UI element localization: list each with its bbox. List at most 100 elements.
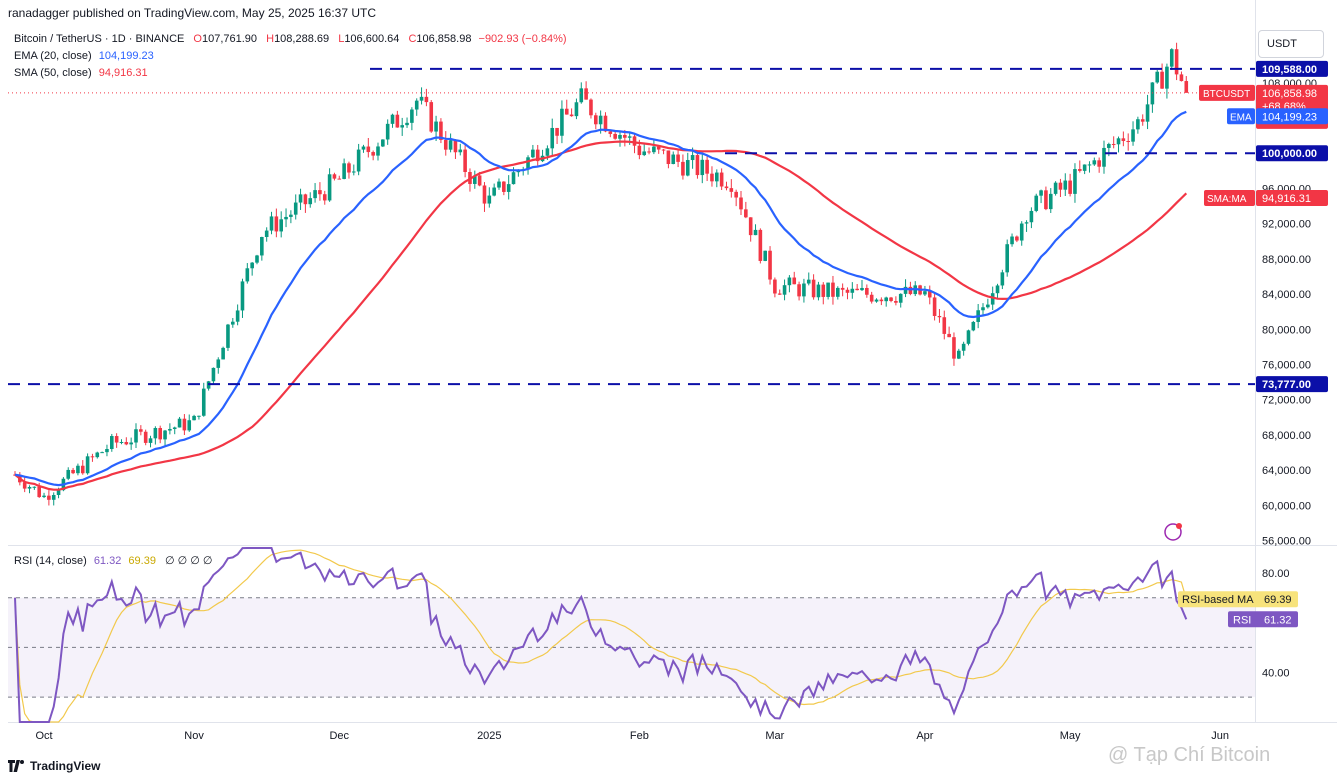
ohlc-change: −902.93 (−0.84%) (478, 33, 567, 45)
candle-body (932, 297, 937, 316)
rsi-ma-tag-label: RSI-based MA (1182, 594, 1254, 606)
rsi-tag-label: RSI (1233, 614, 1251, 626)
candle-body (710, 173, 714, 182)
candle-body (1082, 164, 1087, 171)
rsi-tag-value: 61.32 (1264, 614, 1292, 626)
candle-body (269, 216, 274, 231)
candle-body (376, 146, 380, 156)
candle-body (1126, 141, 1130, 143)
ema-line (14, 110, 1187, 487)
candle-body (845, 289, 850, 293)
rsi-band (8, 597, 1255, 698)
candle-body (1087, 164, 1092, 166)
candle-body (642, 151, 646, 156)
ohlc-high-label: H (266, 33, 275, 45)
candle-body (1073, 169, 1077, 194)
candle-body (424, 96, 429, 103)
candle-body (637, 145, 642, 156)
candle-body (584, 88, 588, 100)
candle-body (569, 114, 574, 117)
candle-body (550, 127, 555, 149)
candle-body (22, 482, 27, 489)
price-tick-label: 68,000.00 (1262, 430, 1311, 442)
candle-body (981, 307, 985, 311)
candle-body (429, 102, 434, 132)
candle-body (90, 456, 95, 458)
alert-icon (1164, 523, 1182, 541)
sma-legend[interactable]: SMA (50, close) 94,916.31 (14, 67, 148, 79)
ema-tag-label: EMA (1230, 112, 1252, 123)
candle-body (158, 427, 162, 440)
rsi-ma-value: 69.39 (128, 555, 156, 567)
candle-body (250, 262, 254, 269)
candle-body (235, 310, 240, 322)
candle-body (652, 146, 656, 153)
candles (13, 42, 1189, 506)
sma-value-tag-bg (1256, 189, 1328, 206)
currency-selector[interactable]: USDT (1258, 30, 1324, 58)
candle-body (874, 299, 879, 302)
candle-body (274, 216, 279, 232)
candle-body (192, 415, 196, 421)
candle-body (226, 324, 230, 348)
candle-body (434, 121, 438, 132)
candle-body (76, 465, 80, 474)
candle-body (197, 415, 201, 417)
candle-body (85, 456, 90, 474)
candle-body (410, 109, 414, 123)
candle-body (811, 279, 816, 298)
candle-body (119, 442, 124, 444)
ema-legend[interactable]: EMA (20, close) 104,199.23 (14, 50, 154, 62)
symbol-tag-bg (1199, 84, 1255, 101)
ema-tag-bg (1227, 108, 1255, 125)
candle-body (995, 285, 1000, 294)
candle-body (342, 163, 346, 179)
candle-body (453, 140, 458, 153)
candle-body (1140, 119, 1145, 122)
candle-body (690, 155, 695, 161)
candle-body (114, 436, 119, 443)
candle-body (27, 486, 32, 489)
candle-body (715, 172, 719, 182)
candle-body (322, 194, 327, 201)
candle-body (477, 175, 482, 186)
candle-body (1048, 193, 1053, 210)
candle-body (1169, 49, 1174, 67)
symbol-tag-label: BTCUSDT (1203, 89, 1250, 100)
candle-body (632, 136, 637, 146)
candle-body (482, 185, 487, 204)
candle-body (1179, 74, 1184, 82)
candle-body (187, 420, 192, 431)
level-tag-bg (1256, 145, 1328, 162)
candle-body (308, 198, 313, 205)
ema-label: EMA (20, close) (14, 50, 92, 62)
rsi-legend[interactable]: RSI (14, close) 61.32 69.39 ∅ ∅ ∅ ∅ (14, 554, 213, 567)
ema-value-tag-bg (1256, 108, 1328, 125)
candle-body (748, 217, 753, 236)
candle-body (352, 171, 356, 173)
candle-body (676, 154, 680, 162)
candle-body (216, 359, 221, 368)
time-tick-label: Oct (35, 730, 52, 742)
sma-tag-bg (1204, 189, 1255, 206)
candle-body (443, 139, 448, 150)
candle-body (458, 149, 463, 153)
sma-tag-label: SMA:MA (1207, 194, 1247, 205)
candle-body (855, 288, 859, 291)
candle-body (361, 146, 366, 150)
ohlc-close-label: C (408, 33, 417, 45)
candle-body (685, 160, 690, 176)
candle-body (279, 219, 283, 232)
candle-body (153, 427, 158, 439)
candle-body (264, 230, 269, 237)
candle-body (656, 146, 661, 150)
ema-value: 104,199.23 (98, 50, 154, 62)
candle-body (806, 279, 811, 284)
candle-body (647, 151, 651, 153)
candle-body (821, 284, 826, 297)
symbol-legend: Bitcoin / TetherUS · 1D · BINANCE O107,7… (14, 33, 567, 45)
candle-body (124, 442, 129, 445)
candle-body (497, 181, 501, 188)
candle-body (506, 184, 511, 192)
